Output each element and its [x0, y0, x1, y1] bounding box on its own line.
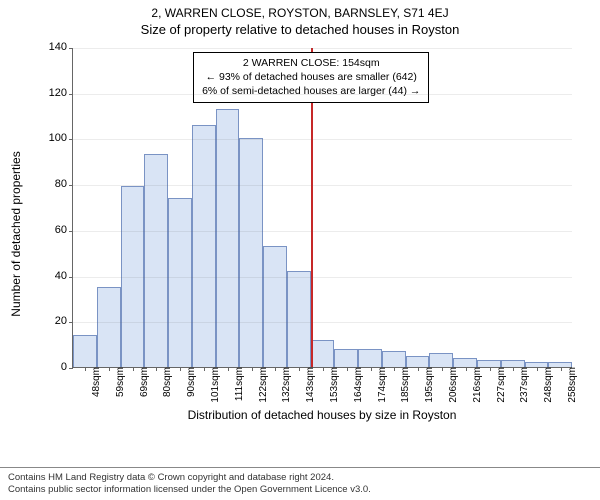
- x-tick-label: 143sqm: [303, 367, 316, 403]
- x-tick-label: 132sqm: [279, 367, 292, 403]
- annotation-line1: 2 WARREN CLOSE: 154sqm: [202, 56, 420, 70]
- histogram-bar: [287, 271, 311, 367]
- x-tick-label: 206sqm: [446, 367, 459, 403]
- grid-line: [73, 322, 572, 323]
- x-tick-label: 164sqm: [351, 367, 364, 403]
- x-tick-label: 101sqm: [208, 367, 221, 403]
- x-tick-mark: [347, 367, 348, 371]
- x-tick-mark: [490, 367, 491, 371]
- x-tick-mark: [418, 367, 419, 371]
- x-tick-label: 227sqm: [494, 367, 507, 403]
- annotation-line3: 6% of semi-detached houses are larger (4…: [202, 84, 420, 98]
- histogram-bar: [239, 138, 263, 367]
- x-tick-label: 122sqm: [256, 367, 269, 403]
- grid-line: [73, 231, 572, 232]
- histogram-bar: [501, 360, 525, 367]
- footer-attribution: Contains HM Land Registry data © Crown c…: [0, 467, 600, 500]
- x-tick-label: 48sqm: [89, 367, 102, 397]
- histogram-bar: [73, 335, 97, 367]
- grid-line: [73, 139, 572, 140]
- x-tick-label: 258sqm: [565, 367, 578, 403]
- x-tick-mark: [371, 367, 372, 371]
- histogram-bar: [382, 351, 406, 367]
- histogram-bar: [97, 287, 121, 367]
- x-tick-mark: [156, 367, 157, 371]
- x-tick-label: 153sqm: [327, 367, 340, 403]
- x-tick-label: 111sqm: [232, 367, 245, 401]
- x-tick-mark: [299, 367, 300, 371]
- histogram-bar: [453, 358, 477, 367]
- title-description: Size of property relative to detached ho…: [10, 22, 590, 37]
- x-tick-mark: [442, 367, 443, 371]
- x-tick-label: 59sqm: [113, 367, 126, 397]
- histogram-bar: [144, 154, 168, 367]
- x-tick-label: 195sqm: [422, 367, 435, 403]
- histogram-bar: [334, 349, 358, 367]
- y-tick-mark: [69, 368, 73, 369]
- histogram-bar: [406, 356, 430, 367]
- chart-title-block: 2, WARREN CLOSE, ROYSTON, BARNSLEY, S71 …: [0, 0, 600, 39]
- x-tick-mark: [323, 367, 324, 371]
- x-tick-mark: [180, 367, 181, 371]
- x-tick-label: 216sqm: [470, 367, 483, 403]
- x-tick-mark: [466, 367, 467, 371]
- annotation-line2: ← 93% of detached houses are smaller (64…: [202, 70, 420, 84]
- histogram-bar: [216, 109, 240, 367]
- annotation-box: 2 WARREN CLOSE: 154sqm ← 93% of detached…: [193, 52, 429, 103]
- x-tick-label: 248sqm: [541, 367, 554, 403]
- histogram-bar: [263, 246, 287, 367]
- x-tick-label: 237sqm: [517, 367, 530, 403]
- x-tick-mark: [85, 367, 86, 371]
- title-address: 2, WARREN CLOSE, ROYSTON, BARNSLEY, S71 …: [10, 6, 590, 20]
- x-tick-label: 185sqm: [398, 367, 411, 403]
- x-tick-mark: [252, 367, 253, 371]
- x-tick-mark: [109, 367, 110, 371]
- x-tick-label: 174sqm: [375, 367, 388, 403]
- x-tick-mark: [561, 367, 562, 371]
- x-tick-mark: [204, 367, 205, 371]
- x-tick-mark: [537, 367, 538, 371]
- grid-line: [73, 94, 572, 95]
- x-tick-label: 69sqm: [137, 367, 150, 397]
- histogram-bar: [477, 360, 501, 367]
- y-tick-label: 0: [61, 361, 73, 373]
- histogram-bar: [192, 125, 216, 367]
- x-tick-mark: [513, 367, 514, 371]
- x-tick-mark: [275, 367, 276, 371]
- grid-line: [73, 277, 572, 278]
- footer-line1: Contains HM Land Registry data © Crown c…: [8, 472, 592, 484]
- histogram-bar: [358, 349, 382, 367]
- x-tick-mark: [228, 367, 229, 371]
- x-tick-label: 90sqm: [184, 367, 197, 397]
- chart-container: Number of detached properties 2 WARREN C…: [30, 44, 580, 424]
- y-axis-label: Number of detached properties: [9, 151, 23, 316]
- plot-area: 2 WARREN CLOSE: 154sqm ← 93% of detached…: [72, 48, 572, 368]
- histogram-bar: [429, 353, 453, 367]
- x-axis-label: Distribution of detached houses by size …: [188, 408, 457, 422]
- footer-line2: Contains public sector information licen…: [8, 484, 592, 496]
- grid-line: [73, 185, 572, 186]
- x-tick-mark: [394, 367, 395, 371]
- grid-line: [73, 48, 572, 49]
- x-tick-label: 80sqm: [160, 367, 173, 397]
- y-tick-label: 140: [49, 41, 73, 53]
- histogram-bar: [168, 198, 192, 367]
- x-tick-mark: [133, 367, 134, 371]
- histogram-bar: [311, 340, 335, 367]
